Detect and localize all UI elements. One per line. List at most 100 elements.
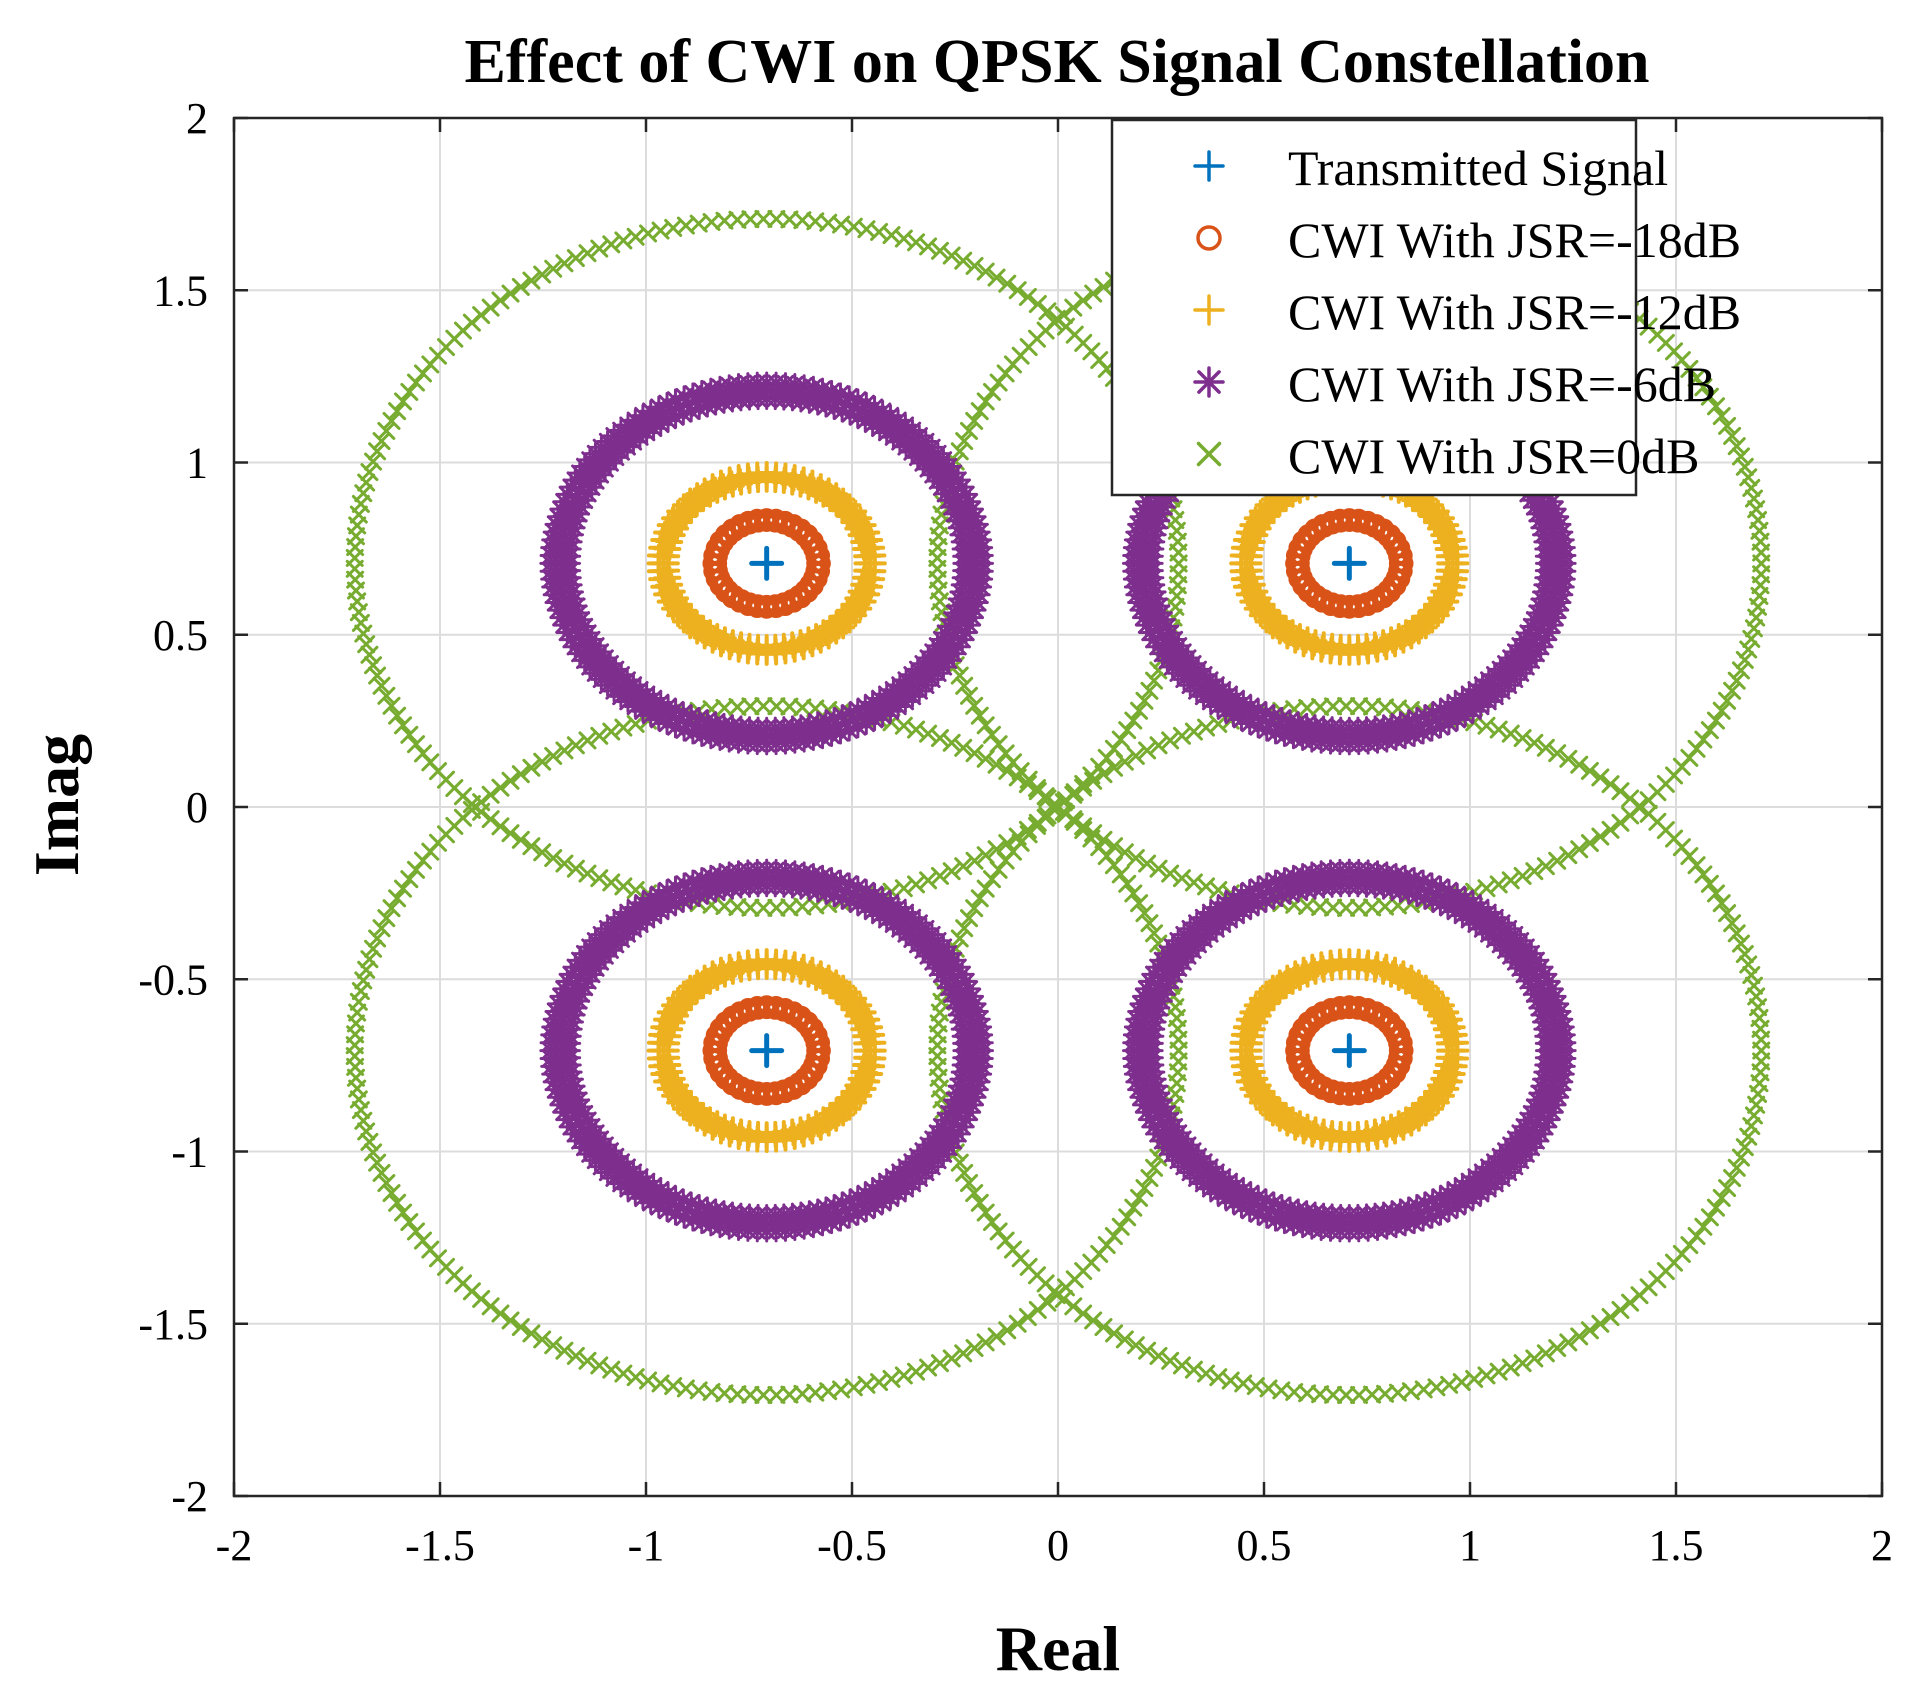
ring-marker bbox=[1105, 1324, 1124, 1343]
ring-marker bbox=[907, 720, 926, 739]
ring-marker bbox=[1111, 1217, 1130, 1236]
ring-marker bbox=[1084, 771, 1103, 790]
ring-marker bbox=[382, 411, 401, 430]
ring-marker bbox=[1694, 378, 1713, 397]
ring-marker bbox=[1570, 1327, 1589, 1346]
ring-marker bbox=[406, 373, 425, 392]
ring-marker bbox=[1731, 447, 1750, 466]
legend-label: CWI With JSR=-6dB bbox=[1288, 356, 1716, 412]
ring-marker bbox=[996, 1231, 1015, 1250]
ring-marker bbox=[1008, 1314, 1027, 1333]
ring-marker bbox=[780, 1385, 799, 1404]
ring-marker bbox=[1172, 726, 1191, 745]
ring-marker bbox=[976, 1333, 995, 1352]
y-tick-label: 0 bbox=[186, 783, 208, 832]
ring-marker bbox=[989, 1222, 1008, 1241]
ring-marker bbox=[566, 736, 585, 755]
ring-marker bbox=[754, 209, 773, 228]
ring-marker bbox=[919, 237, 938, 256]
ring-marker bbox=[780, 898, 799, 917]
ring-marker bbox=[602, 1360, 621, 1379]
ring-marker bbox=[959, 686, 978, 705]
ring-marker bbox=[1570, 755, 1589, 774]
ring-marker bbox=[400, 1213, 419, 1232]
ring-marker bbox=[544, 259, 563, 278]
ring-marker bbox=[1140, 914, 1159, 933]
ring-marker bbox=[1149, 736, 1168, 755]
ring-marker bbox=[767, 210, 786, 229]
ring-marker bbox=[1548, 744, 1567, 763]
ring-marker bbox=[950, 442, 969, 461]
ring-marker bbox=[930, 1354, 949, 1373]
ring-marker bbox=[388, 706, 407, 725]
ring-marker bbox=[1706, 397, 1725, 416]
ring-marker bbox=[413, 1231, 432, 1250]
ring-marker bbox=[400, 725, 419, 744]
ring-marker bbox=[741, 210, 760, 229]
ring-marker bbox=[942, 733, 961, 752]
ring-marker bbox=[1124, 884, 1143, 903]
ring-marker bbox=[491, 1304, 510, 1323]
ring-marker bbox=[1028, 1300, 1047, 1319]
ring-marker bbox=[1723, 1169, 1742, 1188]
ring-marker bbox=[522, 1324, 541, 1343]
ring-marker bbox=[1553, 544, 1577, 568]
ring-marker bbox=[481, 785, 500, 804]
ring-marker bbox=[1104, 856, 1123, 875]
ring-marker bbox=[1742, 1117, 1761, 1136]
ring-marker bbox=[388, 402, 407, 421]
ring-marker bbox=[368, 929, 387, 948]
ring-marker bbox=[1084, 284, 1103, 303]
ring-marker bbox=[942, 1349, 961, 1368]
ring-marker bbox=[754, 898, 773, 917]
ring-marker bbox=[377, 686, 396, 705]
ring-marker bbox=[1111, 730, 1130, 749]
ring-marker bbox=[1591, 827, 1610, 846]
ring-marker bbox=[1111, 865, 1130, 884]
ring-marker bbox=[741, 697, 760, 716]
ring-marker bbox=[989, 373, 1008, 392]
ring-marker bbox=[1752, 543, 1771, 562]
ring-marker bbox=[959, 1174, 978, 1193]
ring-marker bbox=[970, 889, 989, 908]
ring-marker bbox=[1601, 775, 1620, 794]
ring-marker bbox=[1513, 866, 1532, 885]
ring-marker bbox=[1115, 752, 1134, 771]
ring-marker bbox=[919, 1358, 938, 1377]
ring-marker bbox=[511, 1318, 530, 1337]
ring-marker bbox=[364, 1143, 383, 1162]
ring-marker bbox=[372, 432, 391, 451]
ring-marker bbox=[1712, 894, 1731, 913]
ring-marker bbox=[566, 859, 585, 878]
ring-marker bbox=[544, 746, 563, 765]
ring-marker bbox=[1752, 1030, 1771, 1049]
ring-marker bbox=[1140, 1169, 1159, 1188]
ring-marker bbox=[998, 761, 1017, 780]
ring-marker bbox=[1118, 874, 1137, 893]
ring-marker bbox=[1105, 837, 1124, 856]
ring-marker bbox=[1018, 287, 1037, 306]
ring-marker bbox=[481, 298, 500, 317]
ring-marker bbox=[1723, 914, 1742, 933]
ring-marker bbox=[566, 1346, 585, 1365]
ring-marker bbox=[919, 724, 938, 743]
y-tick-label: 1.5 bbox=[153, 266, 208, 315]
ring-marker bbox=[1591, 768, 1610, 787]
ring-marker bbox=[377, 1174, 396, 1193]
ring-marker bbox=[998, 834, 1017, 853]
ring-marker bbox=[1145, 671, 1164, 690]
ring-marker bbox=[357, 960, 376, 979]
ring-marker bbox=[982, 382, 1001, 401]
ring-marker bbox=[1124, 1198, 1143, 1217]
ring-marker bbox=[1687, 856, 1706, 875]
ring-marker bbox=[728, 210, 747, 229]
ring-marker bbox=[578, 1351, 597, 1370]
ring-marker bbox=[590, 869, 609, 888]
ring-marker bbox=[491, 817, 510, 836]
ring-marker bbox=[1536, 1344, 1555, 1363]
ring-marker bbox=[1376, 1384, 1395, 1403]
ring-marker bbox=[357, 635, 376, 654]
ring-marker bbox=[1018, 820, 1037, 839]
ring-marker bbox=[578, 864, 597, 883]
ring-marker bbox=[1337, 1386, 1356, 1405]
